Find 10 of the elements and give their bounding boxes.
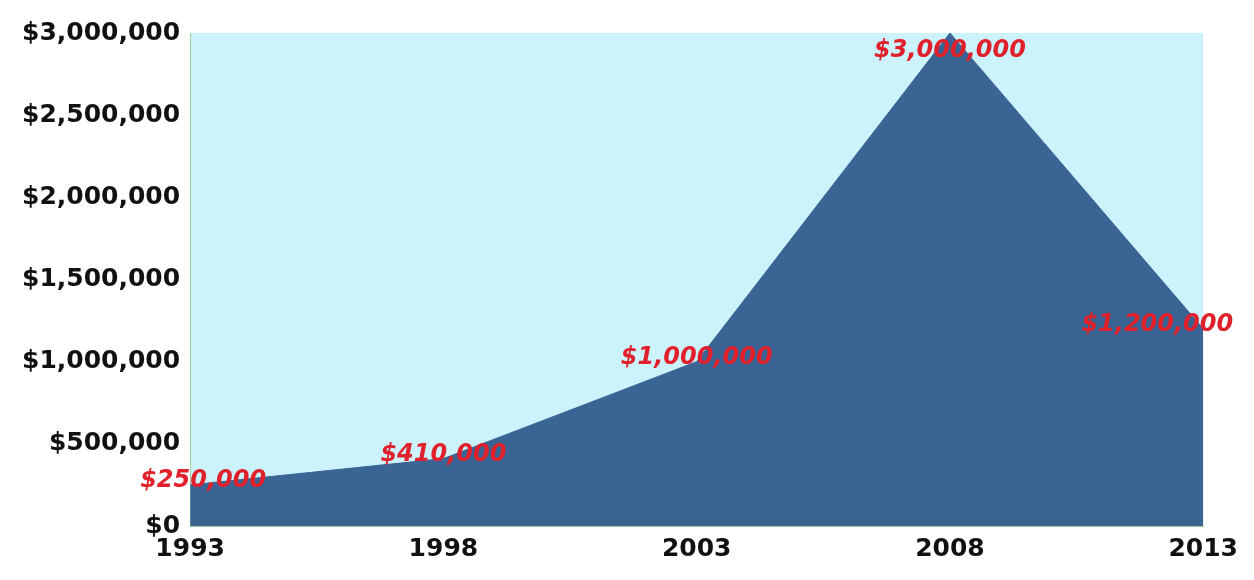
- y-tick-label: $1,500,000: [22, 263, 181, 292]
- y-tick-label: $500,000: [48, 427, 181, 457]
- x-tick-label: 1998: [408, 532, 479, 562]
- y-tick-label: $1,000,000: [22, 345, 181, 375]
- x-tick-label: 2013: [1168, 532, 1239, 562]
- y-tick-label: $3,000,000: [22, 16, 181, 46]
- y-tick-label: $2,500,000: [22, 98, 181, 128]
- x-tick-label: 2003: [661, 532, 732, 562]
- x-tick-label: 2008: [915, 532, 985, 562]
- y-tick-label: $2,000,000: [22, 180, 181, 210]
